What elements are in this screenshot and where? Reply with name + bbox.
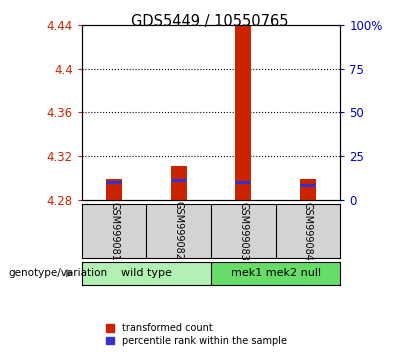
Text: GDS5449 / 10550765: GDS5449 / 10550765: [131, 14, 289, 29]
Polygon shape: [66, 270, 72, 277]
Text: wild type: wild type: [121, 268, 172, 279]
Text: GSM999081: GSM999081: [109, 201, 119, 261]
Bar: [171, 179, 187, 183]
Text: mek1 mek2 null: mek1 mek2 null: [231, 268, 321, 279]
Bar: [106, 181, 122, 184]
Bar: [235, 181, 252, 184]
Text: genotype/variation: genotype/variation: [8, 268, 108, 278]
Text: GSM999084: GSM999084: [303, 201, 313, 261]
Bar: [106, 179, 122, 200]
Bar: [171, 166, 187, 200]
Text: GSM999083: GSM999083: [238, 201, 248, 261]
Bar: [300, 184, 316, 187]
Bar: [300, 179, 316, 200]
Bar: [235, 25, 252, 200]
Text: GSM999082: GSM999082: [174, 201, 184, 261]
Legend: transformed count, percentile rank within the sample: transformed count, percentile rank withi…: [106, 323, 287, 346]
Bar: [211, 262, 340, 285]
